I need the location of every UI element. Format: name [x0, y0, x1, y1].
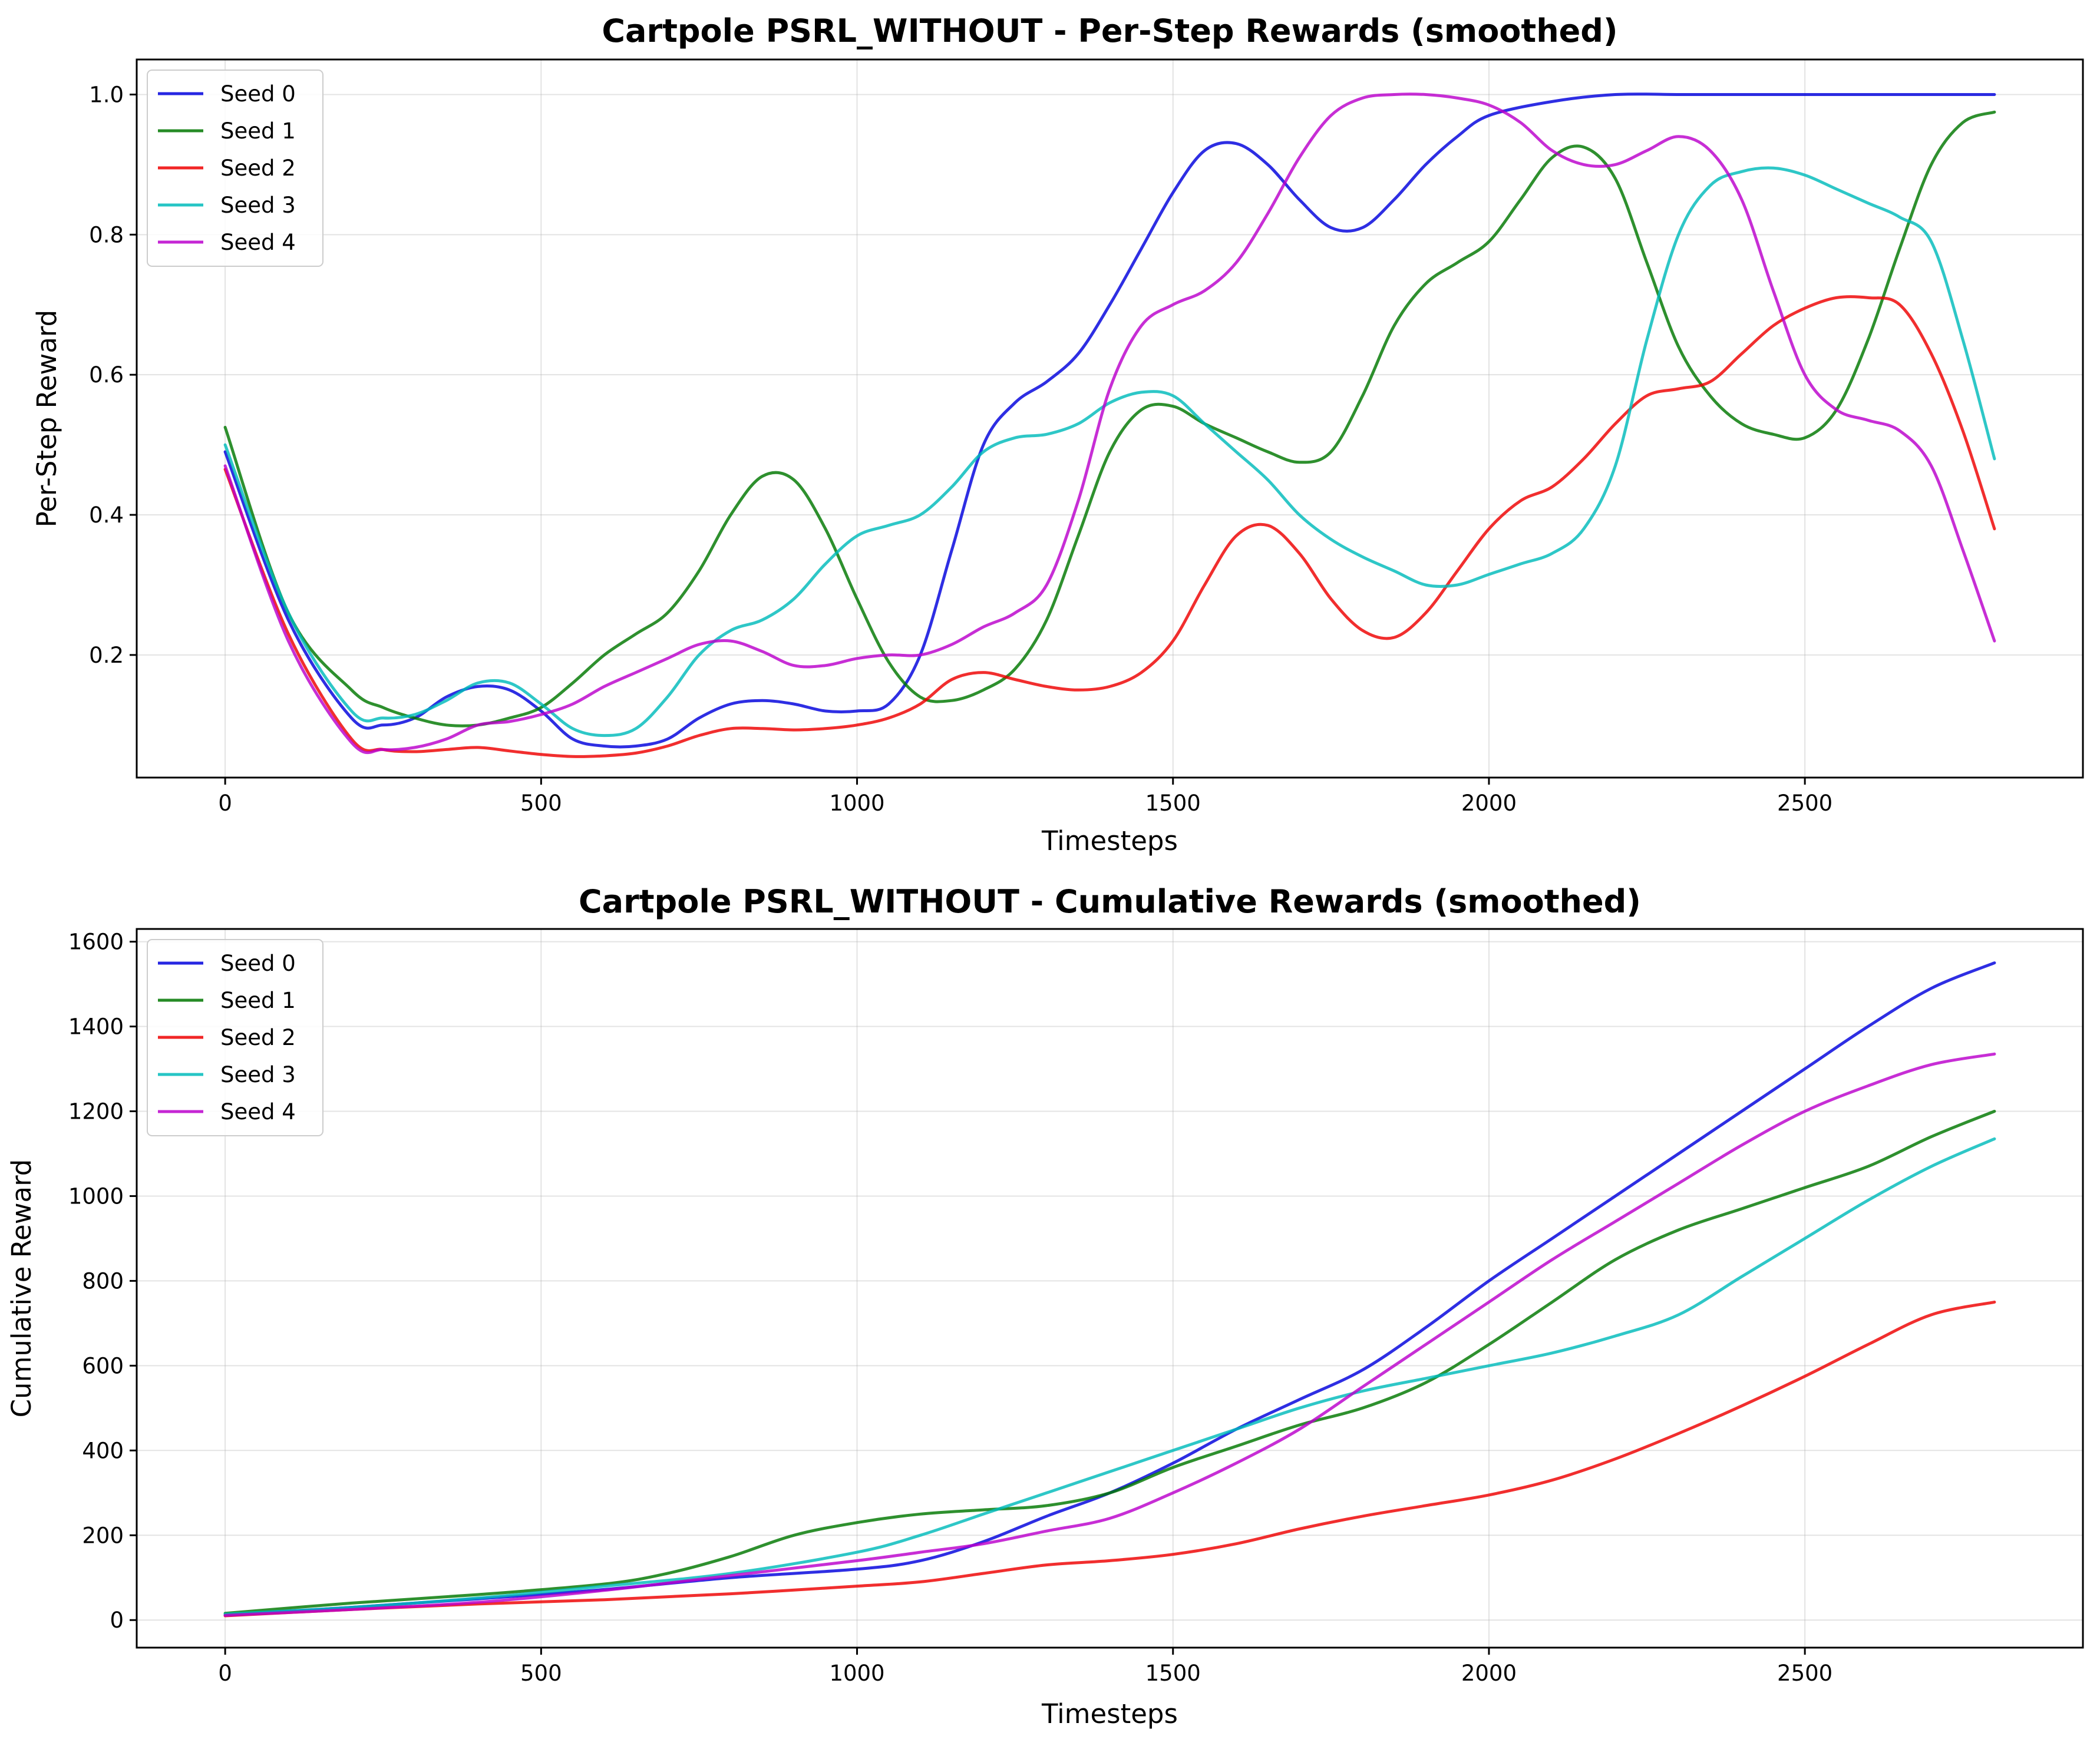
- y-tick-label: 200: [82, 1523, 124, 1548]
- y-tick-label: 600: [82, 1353, 124, 1378]
- cumulative-rewards-chart: 0 500 1000 1500 2000 2500 0 200 400 600 800 1000 120…: [6, 883, 2084, 1730]
- y-tick-label: 1200: [68, 1099, 124, 1124]
- legend-label: Seed 2: [220, 1025, 296, 1050]
- series-line-seed-4: [223, 92, 1996, 755]
- legend: Seed 0 Seed 1 Seed 2 Seed 3 Seed 4: [147, 70, 323, 267]
- x-tick-label: 0: [218, 791, 232, 816]
- legend-label: Seed 1: [220, 118, 296, 144]
- plot-frame: [136, 928, 2084, 1649]
- y-tick-label: 0: [110, 1608, 124, 1633]
- per-step-rewards-chart: 0 500 1000 1500 2000 2500 0.2 0.4 0.6 0.8 1.0 Cartp…: [31, 12, 2084, 857]
- series-lines: [223, 92, 1996, 758]
- legend-label: Seed 4: [220, 230, 296, 255]
- series-line-seed-1: [223, 1110, 1996, 1615]
- legend-label: Seed 0: [220, 951, 296, 976]
- legend-label: Seed 4: [220, 1099, 296, 1125]
- x-tick-label: 2000: [1461, 791, 1517, 816]
- chart-title: Cartpole PSRL_WITHOUT - Cumulative Rewar…: [579, 883, 1641, 920]
- legend-label: Seed 2: [220, 156, 296, 181]
- plot-frame: [136, 58, 2084, 779]
- y-tick-label: 1400: [68, 1014, 124, 1040]
- y-tick-label: 0.4: [89, 502, 124, 528]
- y-tick-label: 1.0: [89, 82, 124, 107]
- x-tick-label: 500: [520, 791, 562, 816]
- x-tick-label: 2500: [1777, 791, 1832, 816]
- y-tick-label: 0.8: [89, 222, 124, 247]
- x-tick-label: 1500: [1145, 791, 1201, 816]
- x-tick-label: 2000: [1461, 1661, 1517, 1686]
- x-tick-label: 1000: [829, 791, 884, 816]
- y-tick-label: 0.6: [89, 362, 124, 388]
- series-line-seed-3: [223, 166, 1996, 738]
- x-axis-label: Timesteps: [1041, 825, 1178, 857]
- y-tick-label: 0.2: [89, 643, 124, 668]
- x-tick-label: 2500: [1777, 1661, 1832, 1686]
- series-line-seed-1: [223, 110, 1996, 727]
- legend-label: Seed 3: [220, 1062, 296, 1087]
- legend-label: Seed 0: [220, 81, 296, 107]
- series-line-seed-0: [223, 92, 1996, 749]
- legend: Seed 0 Seed 1 Seed 2 Seed 3 Seed 4: [147, 939, 323, 1136]
- y-tick-label: 400: [82, 1438, 124, 1463]
- series-line-seed-3: [223, 1137, 1996, 1616]
- x-tick-label: 0: [218, 1661, 232, 1686]
- series-lines: [223, 961, 1996, 1618]
- y-axis-label: Cumulative Reward: [6, 1159, 37, 1418]
- legend-label: Seed 1: [220, 988, 296, 1013]
- x-tick-label: 500: [520, 1661, 562, 1686]
- legend-label: Seed 3: [220, 193, 296, 218]
- y-tick-label: 800: [82, 1268, 124, 1294]
- y-tick-label: 1000: [68, 1183, 124, 1209]
- y-axis-label: Per-Step Reward: [31, 310, 62, 527]
- x-axis-label: Timesteps: [1041, 1698, 1178, 1730]
- series-line-seed-2: [223, 295, 1996, 758]
- x-tick-label: 1500: [1145, 1661, 1201, 1686]
- legend-box: [147, 70, 323, 267]
- series-line-seed-2: [223, 1300, 1996, 1618]
- chart-title: Cartpole PSRL_WITHOUT - Per-Step Rewards…: [602, 12, 1617, 49]
- series-line-seed-4: [223, 1052, 1996, 1617]
- x-tick-label: 1000: [829, 1661, 884, 1686]
- y-tick-label: 1600: [68, 930, 124, 955]
- legend-box: [147, 939, 323, 1136]
